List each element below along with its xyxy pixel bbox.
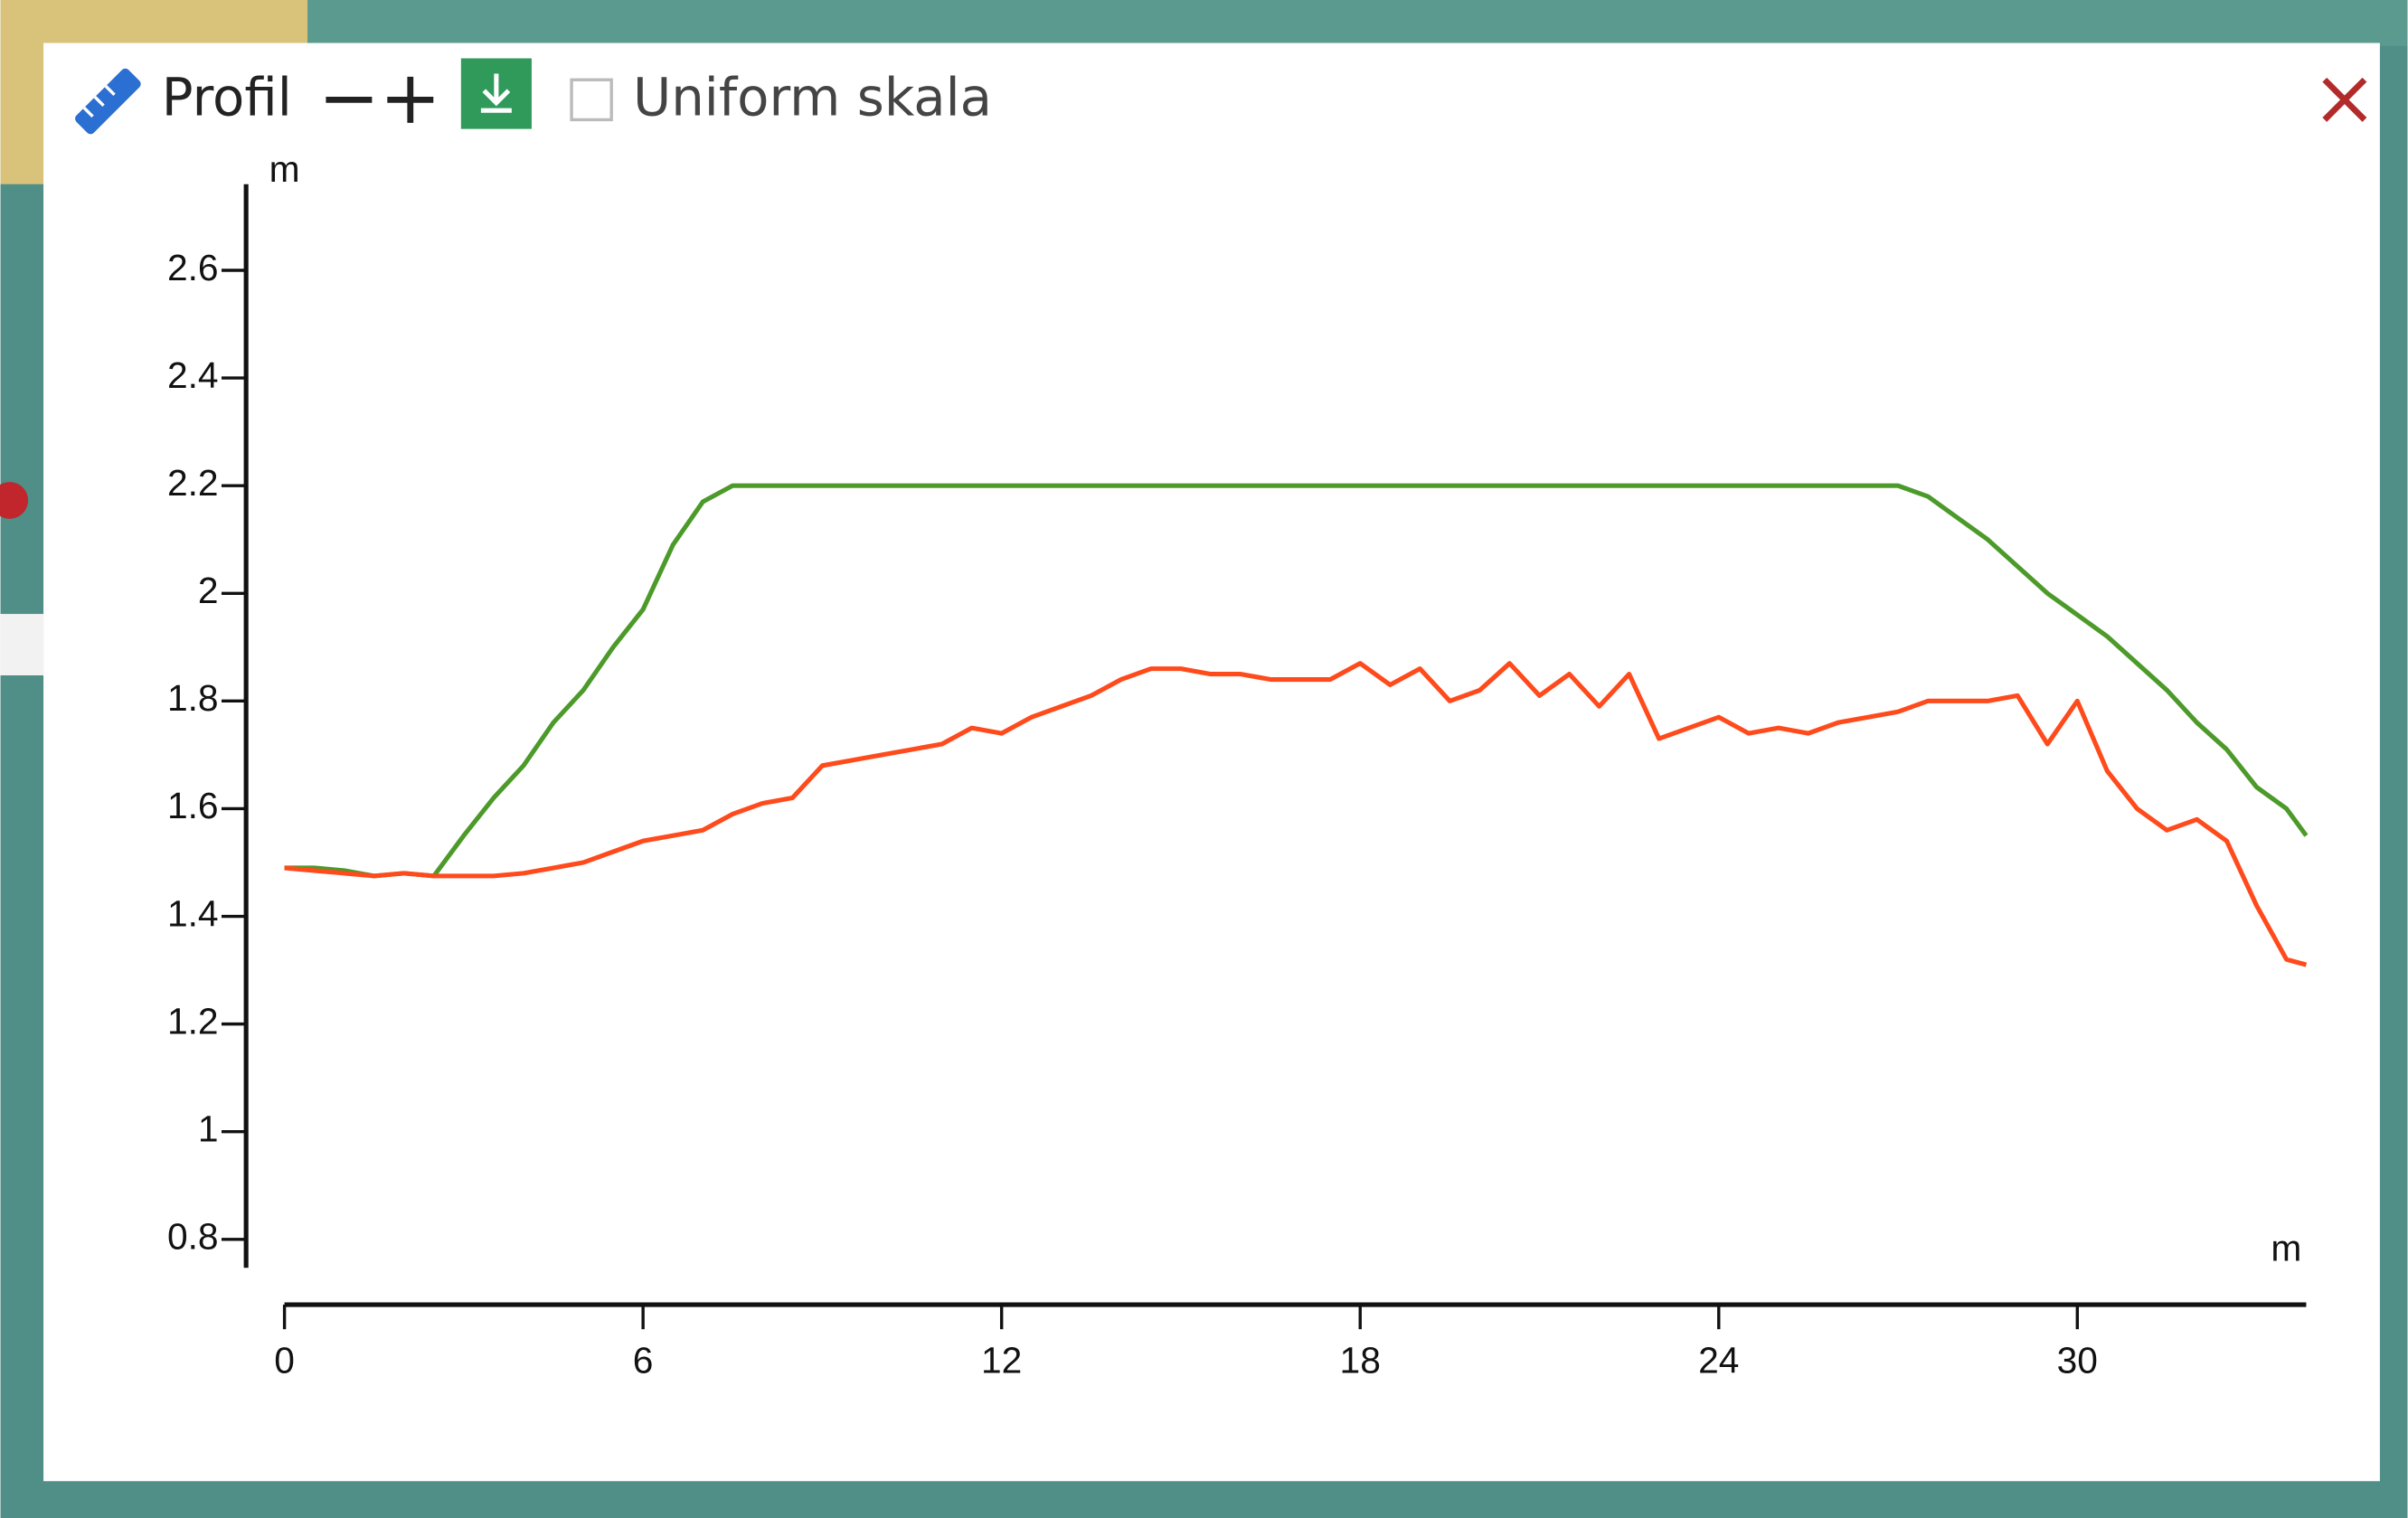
x-axis-label: m	[2271, 1227, 2301, 1268]
x-tick-label: 18	[1340, 1339, 1381, 1381]
profile-panel	[43, 43, 2380, 1482]
download-button[interactable]	[461, 59, 532, 129]
map-road	[1, 614, 44, 675]
y-tick-label: 2.4	[167, 354, 219, 396]
uniform-scale-checkbox[interactable]	[571, 80, 611, 119]
screen: Profil Uniform skala m m 0.8 1 1.2 1.4 1.6 1.…	[0, 0, 2408, 1518]
x-tick-label: 24	[1698, 1339, 1739, 1381]
y-tick-label: 1	[198, 1108, 219, 1149]
y-tick-label: 2.6	[167, 247, 219, 288]
checkbox-label[interactable]: Uniform skala	[633, 67, 992, 128]
y-axis-label: m	[269, 148, 300, 190]
y-tick-label: 2.2	[167, 462, 219, 504]
x-tick-label: 12	[981, 1339, 1022, 1381]
x-tick-label: 0	[274, 1339, 295, 1381]
panel-title: Profil	[162, 67, 292, 128]
y-tick-label: 1.8	[167, 677, 219, 719]
x-tick-label: 6	[633, 1339, 654, 1381]
y-tick-label: 2	[198, 570, 219, 611]
x-tick-label: 30	[2057, 1339, 2098, 1381]
y-tick-label: 1.6	[167, 785, 219, 826]
y-tick-label: 0.8	[167, 1216, 219, 1258]
map-area	[307, 0, 2407, 46]
page: Profil Uniform skala m m 0.8 1 1.2 1.4 1.6 1.…	[0, 0, 2408, 1518]
y-tick-label: 1.2	[167, 1000, 219, 1042]
y-tick-label: 1.4	[167, 892, 219, 934]
